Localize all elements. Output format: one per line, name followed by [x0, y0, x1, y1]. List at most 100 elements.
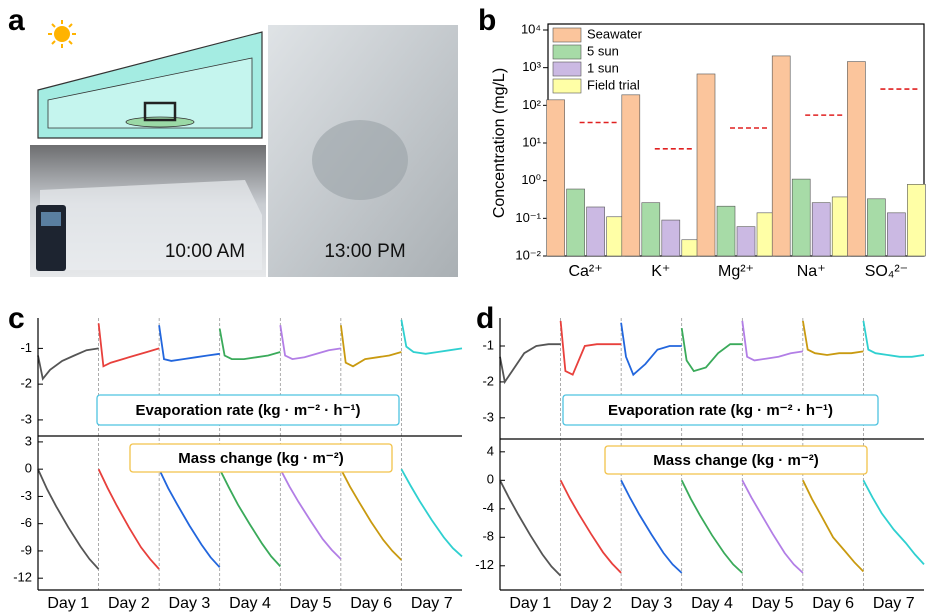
- legend-swatch: [552, 61, 582, 77]
- photo-caption: 13:00 PM: [324, 241, 405, 262]
- y-tick-label: 10⁰: [521, 172, 541, 187]
- bar: [546, 99, 565, 257]
- annotation-box: [562, 394, 879, 426]
- bar: [641, 202, 661, 257]
- x-tick-label: Na⁺: [797, 263, 826, 280]
- schematic-inner: [47, 57, 253, 129]
- bar: [566, 188, 585, 257]
- series-line: [218, 328, 281, 360]
- series-line: [559, 320, 622, 376]
- annotation: Mass change (kg · m⁻²): [653, 452, 818, 469]
- series-line: [802, 479, 865, 573]
- series-line: [499, 479, 562, 577]
- x-tick-label: Day 7: [873, 595, 915, 612]
- x-tick-label: Day 3: [631, 595, 673, 612]
- x-tick-label: Day 5: [752, 595, 794, 612]
- legend-swatch: [552, 27, 582, 43]
- x-tick-label: Day 6: [812, 595, 854, 612]
- legend-swatch: [552, 78, 582, 94]
- series-line: [802, 320, 864, 356]
- x-tick-label: Day 4: [229, 595, 271, 612]
- y-tick-label: -3: [482, 409, 494, 424]
- bar: [867, 198, 886, 257]
- bar: [586, 206, 605, 257]
- y-tick-label: 0: [487, 472, 494, 487]
- bar: [791, 178, 811, 257]
- legend-label: 1 sun: [587, 60, 619, 75]
- series-line: [400, 319, 463, 355]
- annotation-box: [129, 443, 393, 473]
- x-tick-label: Day 4: [691, 595, 733, 612]
- y-tick-label: 0: [25, 461, 32, 476]
- sun-rays: [48, 20, 76, 48]
- series-line: [680, 479, 743, 574]
- x-tick-label: SO₄²⁻: [865, 263, 908, 280]
- bar: [736, 226, 756, 257]
- photo-meter-screen: [41, 212, 61, 226]
- x-tick-label: Mg²⁺: [718, 263, 754, 280]
- y-tick-label: -6: [20, 515, 32, 530]
- y-tick-label: 10¹: [522, 134, 541, 149]
- series-line: [741, 320, 804, 362]
- annotation: Evaporation rate (kg · m⁻² · h⁻¹): [608, 402, 833, 419]
- y-tick-label: -2: [482, 373, 494, 388]
- legend-label: Seawater: [587, 26, 643, 41]
- series-line: [340, 325, 402, 368]
- x-tick-label: Day 2: [570, 595, 612, 612]
- sun: [54, 26, 70, 42]
- bar: [907, 184, 926, 257]
- y-tick-label: 10²: [522, 97, 541, 112]
- legend-swatch: [552, 44, 582, 60]
- bar: [811, 202, 831, 257]
- y-tick-label: -2: [20, 376, 32, 391]
- x-tick-label: Day 7: [411, 595, 453, 612]
- y-tick-label: -9: [20, 542, 32, 557]
- panel-label: b: [478, 4, 496, 37]
- x-tick-label: Day 1: [509, 595, 551, 612]
- annotation-box: [96, 394, 400, 426]
- y-tick-label: -4: [482, 500, 494, 515]
- y-tick-label: -8: [482, 529, 494, 544]
- series-line: [400, 468, 463, 558]
- series-line: [741, 479, 804, 574]
- y-tick-label: 10⁻²: [515, 247, 541, 262]
- x-tick-label: Day 5: [290, 595, 332, 612]
- bar: [771, 55, 791, 257]
- y-tick-label: 10⁻¹: [515, 210, 541, 225]
- y-tick-label: -3: [20, 488, 32, 503]
- series-line: [158, 468, 221, 568]
- x-tick-label: K⁺: [651, 263, 670, 280]
- y-tick-label: -1: [20, 340, 32, 355]
- y-tick-label: -12: [13, 570, 32, 585]
- series-line: [279, 325, 342, 361]
- series-line: [37, 468, 100, 570]
- photo-box: [40, 180, 262, 270]
- panel-label: a: [8, 4, 25, 37]
- photo-caption: 10:00 AM: [165, 241, 245, 262]
- series-line: [279, 468, 342, 560]
- y-tick-label: -1: [482, 337, 494, 352]
- series-line: [218, 468, 281, 568]
- annotation: Evaporation rate (kg · m⁻² · h⁻¹): [135, 402, 360, 419]
- photo-salt: [312, 120, 408, 200]
- y-tick-label: 10³: [522, 59, 541, 74]
- bar: [716, 205, 736, 257]
- series-line: [862, 320, 925, 358]
- schematic-float: [125, 116, 195, 128]
- y-tick-label: -12: [475, 557, 494, 572]
- panel-label: c: [8, 302, 25, 335]
- legend-label: Field trial: [587, 77, 640, 92]
- series-line: [559, 479, 622, 574]
- series-line: [499, 343, 561, 385]
- y-axis-label: Concentration (mg/L): [491, 68, 508, 218]
- bar: [621, 94, 641, 257]
- series-line: [340, 468, 403, 561]
- bar: [847, 61, 866, 257]
- y-tick-label: -3: [20, 411, 32, 426]
- y-tick-label: 4: [487, 443, 494, 458]
- series-line: [862, 479, 925, 566]
- y-tick-label: 10⁴: [521, 21, 541, 36]
- panel-label: d: [476, 302, 494, 335]
- x-tick-label: Day 3: [169, 595, 211, 612]
